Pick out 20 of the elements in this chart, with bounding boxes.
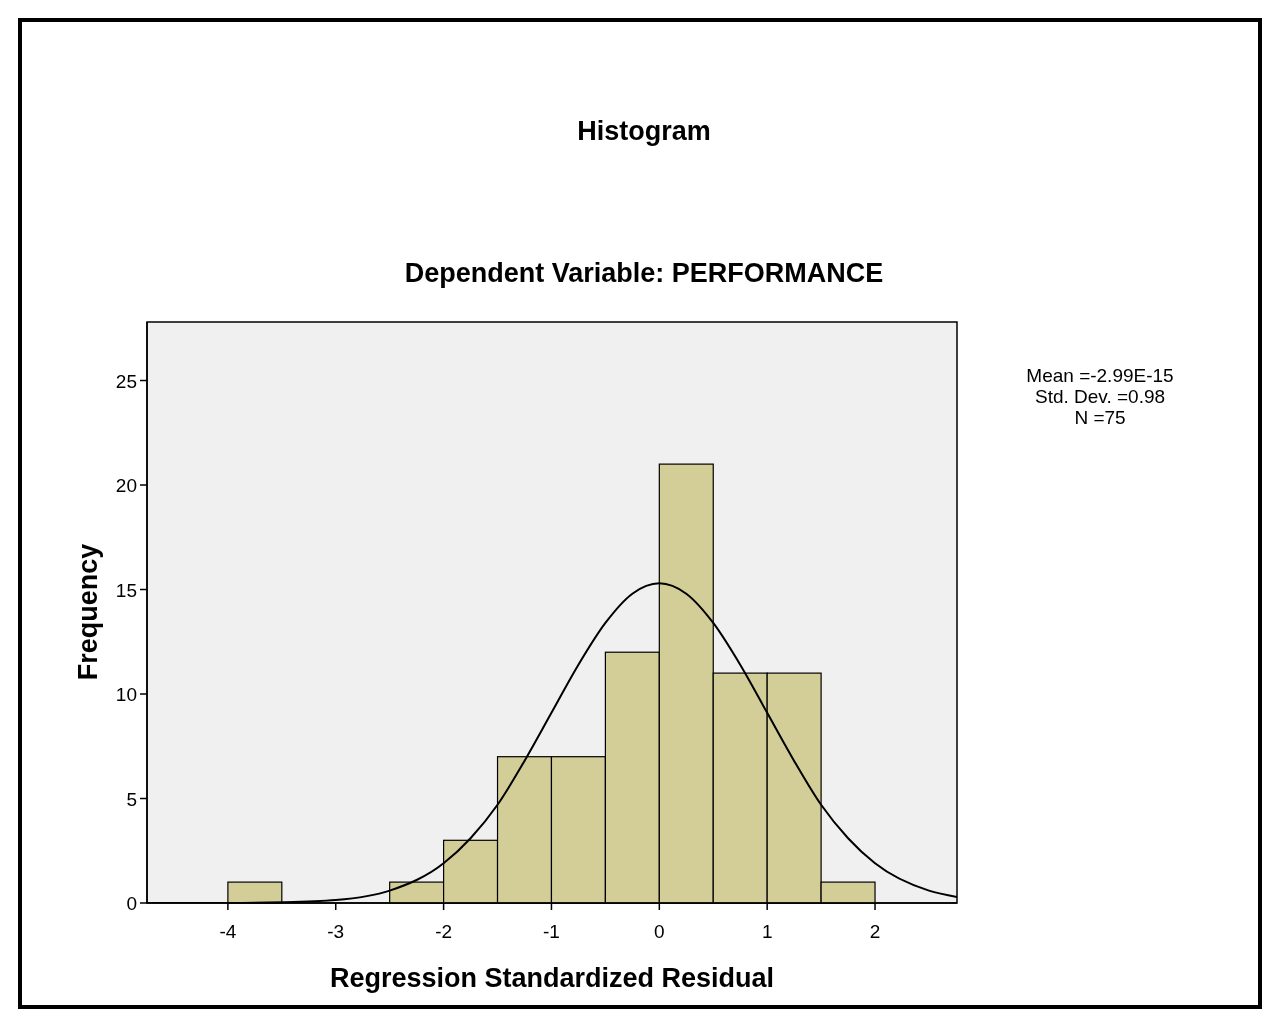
x-tick-label: -4 xyxy=(219,921,237,942)
x-tick-label: -2 xyxy=(435,921,453,942)
y-tick-label: 0 xyxy=(126,893,137,914)
x-tick-label: -1 xyxy=(543,921,560,942)
x-axis-title: Regression Standardized Residual xyxy=(329,963,775,993)
text: Std. Dev. =0.98 xyxy=(1034,386,1166,407)
y-tick-label: 25 xyxy=(115,370,137,392)
chart-title: Histogram xyxy=(577,116,711,146)
x-tick-label: 1 xyxy=(761,921,773,942)
y-tick-label: 15 xyxy=(115,579,137,601)
x-tick-label: 0 xyxy=(654,921,665,942)
y-axis-title: Frequency xyxy=(73,543,103,681)
y-tick-label: 20 xyxy=(115,475,137,497)
chart-subtitle: Dependent Variable: PERFORMANCE xyxy=(404,258,884,288)
y-tick-label: 5 xyxy=(126,788,137,810)
x-tick-label: 2 xyxy=(869,921,881,942)
text: N =75 xyxy=(1074,407,1126,428)
y-tick-label: 10 xyxy=(115,684,137,706)
text: Mean =-2.99E-15 xyxy=(1026,365,1174,386)
x-tick-label: -3 xyxy=(327,921,345,942)
